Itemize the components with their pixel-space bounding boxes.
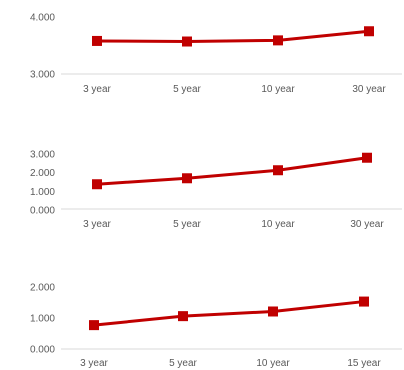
data-point-marker <box>92 35 102 46</box>
x-tick-label: 30 year <box>350 219 384 230</box>
data-point-marker <box>359 296 369 307</box>
x-tick-label: 15 year <box>347 358 381 369</box>
x-tick-label: 10 year <box>261 84 295 95</box>
x-tick-label: 5 year <box>169 358 197 369</box>
y-tick-label: 1.000 <box>30 314 55 325</box>
data-point-marker <box>273 165 283 176</box>
data-point-marker <box>89 320 99 331</box>
data-point-marker <box>268 306 278 317</box>
series-line <box>95 29 371 44</box>
x-tick-label: 30 year <box>352 84 386 95</box>
x-tick-label: 5 year <box>173 84 201 95</box>
x-tick-label: 3 year <box>80 358 108 369</box>
chart-panel-1: 3.000 4.000 3 year 5 year 10 year 30 year <box>30 13 402 95</box>
y-tick-label: 3.000 <box>30 150 55 161</box>
y-tick-label: 3.000 <box>30 70 55 81</box>
chart-panel-3: 0.000 1.000 2.000 3 year 5 year 10 year 15 yea… <box>30 283 402 369</box>
data-point-marker <box>273 35 283 46</box>
data-point-marker <box>92 179 102 190</box>
data-point-marker <box>362 152 372 163</box>
x-tick-label: 10 year <box>256 358 290 369</box>
data-point-marker <box>182 36 192 47</box>
series-line <box>95 156 369 186</box>
chart-panel-2: 0.000 1.000 2.000 3.000 3 year 5 year 10 year 3… <box>30 150 402 230</box>
x-tick-label: 3 year <box>83 84 111 95</box>
data-point-marker <box>364 26 374 37</box>
y-tick-label: 0.000 <box>30 345 55 356</box>
data-point-marker <box>182 173 192 184</box>
y-tick-label: 1.000 <box>30 187 55 198</box>
series-line <box>92 300 366 327</box>
y-tick-label: 0.000 <box>30 206 55 217</box>
x-tick-label: 3 year <box>83 219 111 230</box>
x-tick-label: 5 year <box>173 219 201 230</box>
data-point-marker <box>178 311 188 322</box>
y-tick-label: 4.000 <box>30 13 55 24</box>
y-tick-label: 2.000 <box>30 283 55 294</box>
x-tick-label: 10 year <box>261 219 295 230</box>
y-tick-label: 2.000 <box>30 168 55 179</box>
